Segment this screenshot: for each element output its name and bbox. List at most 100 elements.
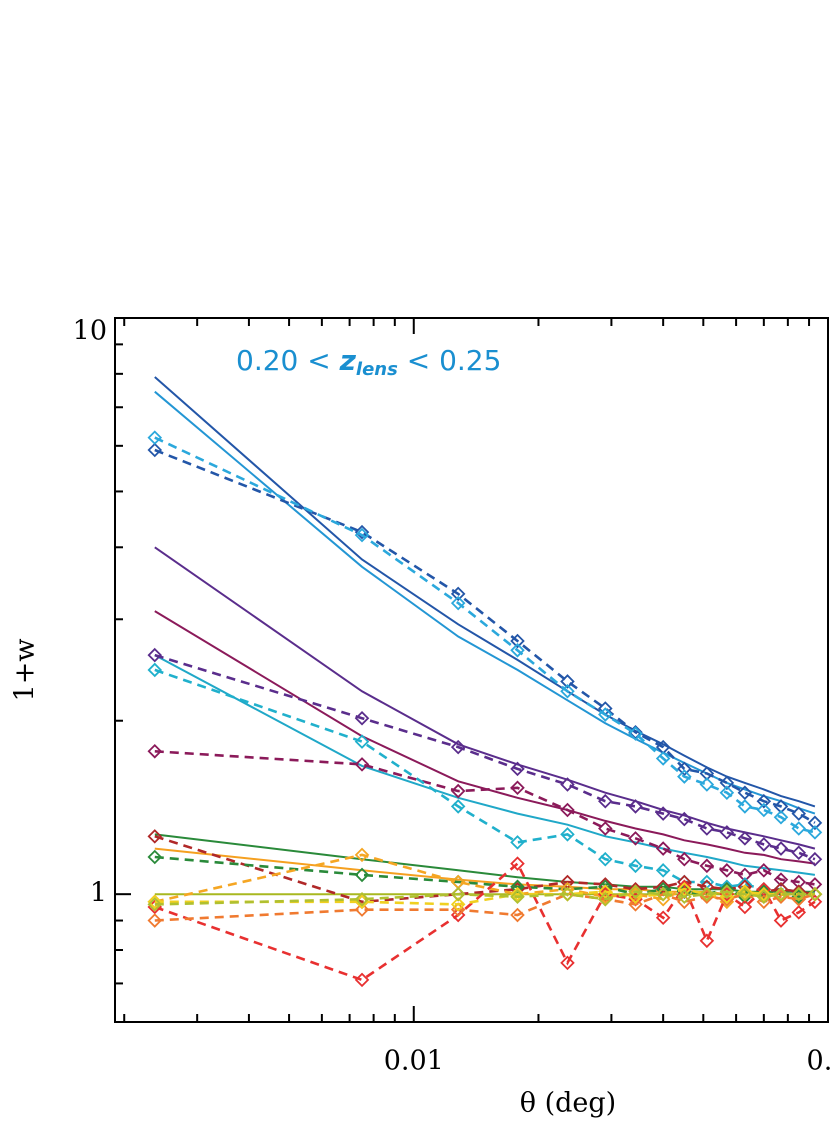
dashed-line: [154, 448, 816, 824]
diamond-marker: [450, 799, 466, 814]
y-tick-label: 10: [73, 316, 107, 347]
diamond-marker: [628, 897, 643, 912]
dashed-line: [154, 668, 816, 896]
diamond-marker: [699, 858, 715, 874]
diamond-marker: [807, 825, 823, 840]
diamond-marker: [560, 955, 575, 971]
annotation-var: z: [339, 344, 357, 377]
diamond-marker: [677, 881, 692, 897]
diamond-marker: [147, 662, 163, 678]
diamond-marker: [510, 889, 525, 904]
diamond-marker: [719, 884, 735, 899]
dashed-line: [154, 890, 815, 906]
diamond-marker: [756, 802, 772, 818]
diamond-marker: [791, 821, 807, 836]
dashed-line: [154, 436, 816, 834]
diamond-marker: [655, 863, 671, 878]
diamond-marker: [510, 835, 525, 850]
diamond-marker: [677, 851, 692, 867]
diamond-marker: [147, 430, 163, 445]
dashed-line: [154, 653, 816, 861]
model-line: [154, 546, 816, 850]
diamond-marker: [756, 889, 772, 904]
diamond-marker: [807, 894, 823, 910]
dashed-line: [154, 750, 816, 886]
diamond-marker: [560, 674, 575, 689]
diamond-marker: [628, 884, 643, 899]
diamond-marker: [560, 802, 575, 818]
diamond-marker: [737, 799, 753, 814]
diamond-marker: [655, 841, 671, 856]
diamond-marker: [773, 886, 789, 902]
diamond-marker: [510, 856, 525, 871]
diamond-marker: [655, 910, 671, 926]
diamond-marker: [756, 793, 772, 809]
diamond-marker: [628, 858, 643, 874]
diamond-marker: [756, 837, 772, 852]
diamond-marker: [354, 757, 370, 772]
diamond-marker: [737, 884, 753, 899]
diamond-marker: [147, 894, 163, 910]
diamond-marker: [719, 775, 735, 791]
x-tick-label: 0.1: [807, 1046, 830, 1077]
diamond-marker: [756, 886, 772, 902]
diamond-marker: [147, 744, 163, 759]
model-line: [154, 390, 816, 815]
diamond-marker: [699, 933, 715, 949]
diamond-marker: [791, 905, 807, 920]
diamond-marker: [450, 897, 466, 912]
diamond-marker: [560, 827, 575, 842]
x-tick-label: 0.01: [384, 1046, 444, 1077]
diamond-marker: [560, 777, 575, 792]
diamond-marker: [655, 751, 671, 766]
diamond-marker: [354, 891, 370, 907]
diamond-marker: [354, 734, 370, 749]
diamond-marker: [147, 849, 163, 865]
diamond-marker: [791, 806, 807, 821]
diamond-marker: [598, 821, 613, 836]
diamond-marker: [598, 851, 613, 867]
diamond-marker: [354, 710, 370, 726]
diamond-marker: [655, 806, 671, 821]
diamond-marker: [510, 886, 525, 902]
diamond-marker: [147, 647, 163, 663]
diamond-marker: [147, 442, 163, 458]
model-line: [154, 654, 816, 876]
diamond-marker: [737, 831, 753, 846]
diamond-marker: [450, 739, 466, 755]
diamond-marker: [737, 785, 753, 800]
diamond-marker: [628, 831, 643, 846]
diamond-marker: [450, 595, 466, 611]
diamond-marker: [560, 683, 575, 699]
diamond-marker: [510, 780, 525, 796]
diamond-marker: [677, 889, 692, 904]
diamond-marker: [510, 633, 525, 649]
diamond-marker: [677, 761, 692, 777]
diamond-marker: [719, 863, 735, 878]
diamond-marker: [677, 769, 692, 784]
diamond-marker: [598, 891, 613, 907]
diamond-marker: [450, 586, 466, 602]
diamond-marker: [756, 884, 772, 899]
diamond-marker: [791, 845, 807, 861]
diamond-marker: [510, 907, 525, 923]
diamond-marker: [354, 847, 370, 863]
diamond-marker: [773, 809, 789, 825]
diamond-marker: [756, 863, 772, 878]
diamond-marker: [773, 841, 789, 856]
model-line: [154, 376, 816, 808]
diamond-marker: [807, 877, 823, 892]
diamond-marker: [598, 707, 613, 722]
diamond-marker: [450, 907, 466, 923]
diamond-marker: [510, 879, 525, 895]
dashed-line: [154, 835, 816, 904]
diamond-marker: [737, 886, 753, 902]
diamond-marker: [354, 972, 370, 988]
diamond-marker: [677, 811, 692, 827]
x-axis-label: θ (deg): [520, 1088, 616, 1119]
y-tick-label: 1: [90, 878, 107, 909]
diamond-marker: [598, 884, 613, 899]
diamond-marker: [807, 815, 823, 831]
diamond-marker: [699, 879, 715, 895]
